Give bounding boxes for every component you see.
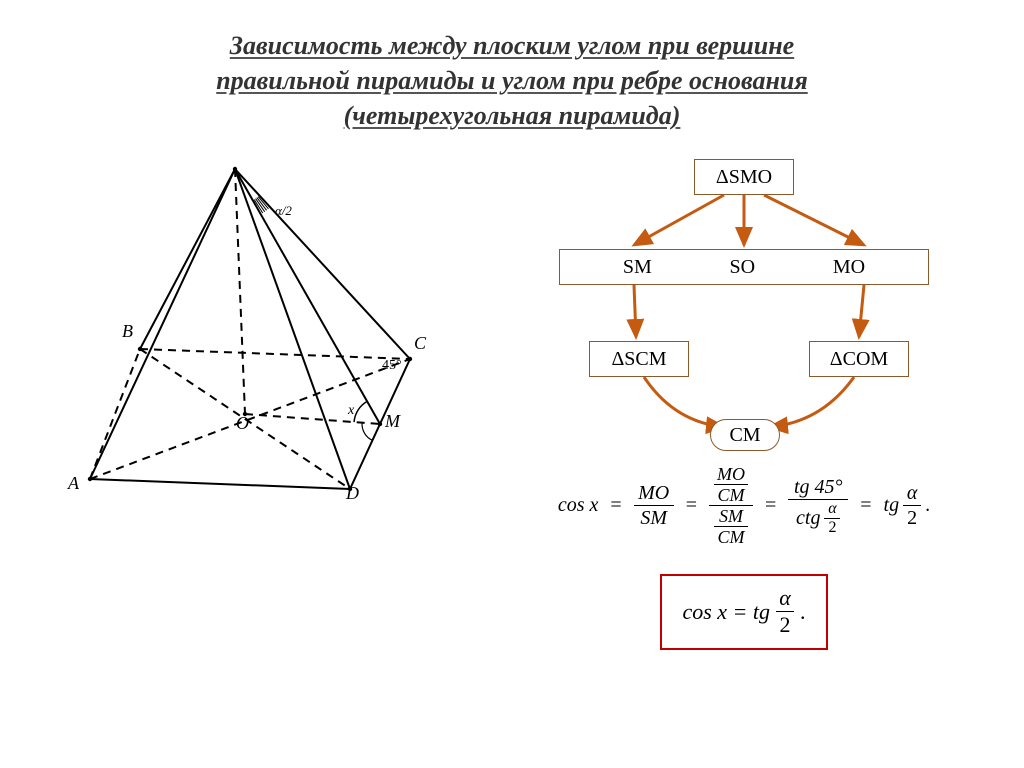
eq2: = bbox=[684, 494, 699, 517]
svg-text:x: x bbox=[347, 403, 355, 418]
title-line-3: (четырехугольная пирамида) bbox=[344, 101, 681, 130]
result-tg: tg α 2 . bbox=[884, 482, 931, 529]
flowchart-arrows bbox=[514, 159, 974, 459]
frac-mo-sm: MO SM bbox=[634, 482, 674, 529]
formula-chain: cos x = MO SM = MO CM SM bbox=[509, 465, 979, 546]
frac-tg-ctg: tg 45° ctg α 2 bbox=[788, 476, 848, 536]
box-cm: CM bbox=[710, 419, 780, 451]
pyramid-panel: ABCDSOM45°α/2x bbox=[40, 159, 480, 649]
mid-sm: SM bbox=[623, 256, 652, 279]
svg-text:O: O bbox=[236, 413, 249, 433]
right-panel: ΔSMO SM SO MO ΔSCM ΔCOM CM cos x = MO SM bbox=[504, 159, 984, 649]
cosx-lhs: cos x bbox=[558, 494, 599, 517]
box-com: ΔCOM bbox=[809, 341, 909, 377]
final-formula-box: cos x = tg α 2 . bbox=[660, 574, 827, 649]
flowchart: ΔSMO SM SO MO ΔSCM ΔCOM CM bbox=[514, 159, 974, 459]
svg-text:45°: 45° bbox=[382, 358, 402, 373]
svg-text:M: M bbox=[384, 411, 401, 431]
pyramid-diagram: ABCDSOM45°α/2x bbox=[50, 159, 470, 519]
page-title: Зависимость между плоским углом при верш… bbox=[0, 0, 1024, 143]
title-line-1: Зависимость между плоским углом при верш… bbox=[230, 31, 794, 60]
svg-text:B: B bbox=[122, 321, 133, 341]
eq3: = bbox=[763, 494, 778, 517]
mid-so: SO bbox=[730, 256, 756, 279]
formula-area: cos x = MO SM = MO CM SM bbox=[509, 455, 979, 649]
title-line-2: правильной пирамиды и углом при ребре ос… bbox=[216, 66, 808, 95]
mid-mo: MO bbox=[833, 256, 865, 279]
box-scm: ΔSCM bbox=[589, 341, 689, 377]
content-row: A B C D SO M 45° α/2 x ΔSMO SM SO MO ΔSCM ΔCOM C… bbox=[0, 143, 1024, 649]
box-smo: ΔSMO bbox=[694, 159, 794, 195]
svg-text:D: D bbox=[345, 483, 359, 503]
svg-text:A: A bbox=[67, 473, 80, 493]
svg-text:C: C bbox=[414, 333, 427, 353]
svg-text:α/2: α/2 bbox=[275, 203, 292, 218]
box-mid: SM SO MO bbox=[559, 249, 929, 285]
frac-double: MO CM SM CM bbox=[709, 465, 753, 546]
eq4: = bbox=[858, 494, 873, 517]
eq1: = bbox=[608, 494, 623, 517]
